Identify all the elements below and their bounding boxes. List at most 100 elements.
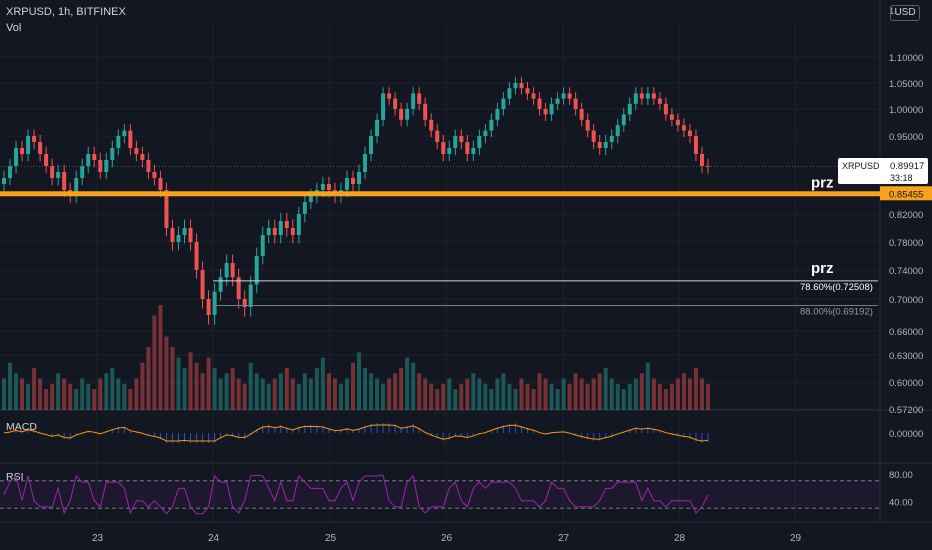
candle-body (579, 109, 584, 120)
candle-body (248, 284, 253, 307)
volume-bar (675, 378, 680, 410)
candle-body (531, 93, 536, 99)
price-tick-label: 0.70000 (889, 295, 923, 306)
volume-bar (627, 383, 632, 410)
macd-tick-label: 0.00000 (889, 429, 923, 440)
candle-body (272, 228, 277, 235)
time-axis-label: 28 (674, 533, 686, 544)
volume-bar (14, 373, 19, 410)
rsi-band (0, 480, 880, 509)
candle-body (110, 148, 115, 160)
volume-bar (134, 378, 139, 410)
candle-body (290, 228, 295, 235)
candle-body (357, 172, 362, 184)
candle-body (44, 154, 49, 166)
candle-body (459, 136, 464, 142)
candle-body (615, 125, 620, 136)
candle-body (2, 178, 6, 184)
candle-body (8, 166, 13, 178)
candle-body (477, 136, 482, 148)
volume-bar (164, 336, 169, 410)
volume-bar (435, 389, 440, 410)
candle-body (375, 119, 380, 136)
volume-bar (44, 389, 49, 410)
volume-bar (381, 383, 386, 410)
volume-bar (242, 383, 247, 410)
volume-bar (350, 362, 355, 410)
candle-body (405, 109, 410, 120)
volume-bar (74, 389, 79, 410)
price-tick-label: 1.10000 (889, 53, 923, 64)
current-price-tag (838, 158, 928, 184)
candle-body (507, 88, 512, 99)
volume-bar (663, 389, 668, 410)
candle-body (182, 228, 187, 235)
volume-bar (579, 378, 584, 410)
volume-bar (26, 383, 31, 410)
price-tick-label: 0.95000 (889, 132, 923, 143)
volume-bar (314, 368, 319, 410)
candle-body (236, 277, 241, 299)
volume-bar (387, 378, 392, 410)
candle-body (284, 221, 289, 228)
time-axis-label: 23 (92, 533, 104, 544)
volume-bar (531, 389, 536, 410)
volume-bar (32, 368, 37, 410)
candle-body (212, 291, 217, 315)
candle-body (260, 235, 265, 256)
volume-bar (645, 362, 650, 410)
volume-bar (495, 378, 500, 410)
volume-bar (525, 383, 530, 410)
volume-bar (224, 373, 229, 410)
volume-bar (453, 389, 458, 410)
volume-bar (146, 347, 151, 410)
volume-bar (62, 378, 67, 410)
volume-bar (507, 383, 512, 410)
candle-body (308, 196, 313, 202)
candle-body (567, 93, 572, 99)
volume-bar (459, 383, 464, 410)
volume-bar (447, 378, 452, 410)
volume-bar (218, 378, 223, 410)
candle-body (699, 154, 704, 166)
volume-bar (278, 373, 283, 410)
volume-bar (477, 378, 482, 410)
candle-body (501, 98, 506, 109)
candle-body (471, 148, 476, 154)
candle-body (429, 119, 434, 131)
candle-body (675, 119, 680, 126)
candle-body (296, 214, 301, 235)
volume-bar (290, 378, 295, 410)
volume-bar (266, 383, 271, 410)
candle-body (435, 130, 440, 142)
rsi-line (3, 474, 709, 515)
candle-body (206, 299, 211, 315)
candle-body (140, 154, 145, 160)
rsi-tick-label: 80.00 (889, 470, 913, 481)
candle-body (411, 93, 416, 109)
price-tick-label: 0.60000 (889, 378, 923, 389)
fib-level-label: 78.60%(0.72508) (800, 282, 873, 293)
candle-body (20, 148, 25, 154)
candle-body (603, 142, 608, 148)
candle-body (38, 142, 43, 154)
volume-bar (543, 378, 548, 410)
volume-bar (585, 383, 590, 410)
candle-body (92, 154, 97, 160)
candle-body (14, 148, 19, 166)
candle-body (326, 184, 331, 190)
volume-bar (549, 383, 554, 410)
volume-bar (669, 383, 674, 410)
volume-bar (567, 383, 572, 410)
candle-body (104, 160, 109, 172)
volume-bar (699, 378, 704, 410)
volume-bar (609, 378, 614, 410)
volume-bar (615, 383, 620, 410)
currency-button[interactable]: USD (890, 5, 920, 21)
candle-body (453, 136, 458, 148)
volume-bar (693, 368, 698, 410)
candle-body (302, 202, 307, 214)
candle-body (609, 136, 614, 142)
